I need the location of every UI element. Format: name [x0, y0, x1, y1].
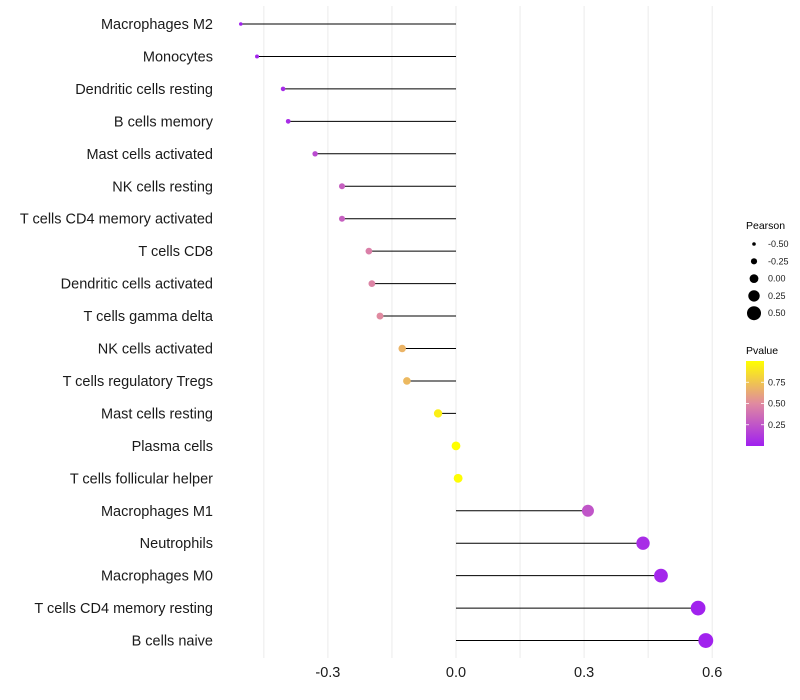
y-axis-label: Macrophages M2 [101, 17, 213, 33]
x-axis-labels: -0.3 0.0 0.3 0.6 [315, 665, 722, 681]
lollipop-point [239, 22, 243, 26]
colorbar-label: 0.50 [768, 399, 786, 409]
y-axis-label: T cells CD8 [138, 244, 213, 260]
lollipop-point [368, 280, 376, 287]
lollipop-point [453, 473, 463, 483]
lollipop-point [403, 377, 411, 385]
size-legend-label: 0.25 [768, 291, 786, 301]
lollipop-point [690, 600, 706, 616]
segments [240, 23, 706, 642]
lollipop-point [398, 344, 406, 353]
lollipop-point [376, 312, 384, 320]
size-legend-title: Pearson [746, 220, 785, 232]
colorbar-label: 0.25 [768, 420, 786, 430]
lollipop-point [636, 536, 650, 550]
y-axis-label: Macrophages M0 [101, 569, 213, 585]
lollipop-point [338, 183, 346, 190]
lollipop-point [451, 441, 461, 451]
y-axis-label: T cells regulatory Tregs [63, 374, 213, 390]
y-axis-label: T cells follicular helper [70, 471, 213, 487]
x-tick-label: 0.0 [446, 665, 466, 681]
color-legend: Pvalue 0.25 0.50 0.75 [746, 345, 786, 446]
lollipop-point [698, 633, 714, 648]
size-legend-key [748, 290, 760, 302]
size-legend-key [750, 258, 758, 265]
lollipop-point [365, 247, 373, 255]
lollipop-point [581, 504, 594, 517]
y-axis-label: T cells gamma delta [84, 309, 214, 325]
x-tick-label: -0.3 [315, 665, 340, 681]
x-tick-label: 0.3 [574, 665, 594, 681]
size-legend: Pearson -0.50 -0.25 0.00 0.25 0.50 [746, 220, 789, 321]
y-axis-label: T cells CD4 memory resting [34, 601, 213, 617]
y-axis-label: Mast cells resting [101, 406, 213, 422]
y-axis-label: Dendritic cells activated [61, 277, 213, 293]
y-axis-label: B cells memory [114, 114, 214, 130]
size-legend-key [747, 306, 761, 321]
size-legend-label: -0.25 [768, 256, 789, 266]
lollipop-point [312, 151, 318, 157]
colorbar [746, 361, 764, 446]
points [239, 22, 714, 648]
grid [263, 6, 713, 658]
y-axis-label: Dendritic cells resting [75, 82, 213, 98]
y-axis-labels: Macrophages M2 Monocytes Dendritic cells r… [20, 17, 214, 650]
size-legend-label: 0.50 [768, 308, 786, 318]
y-axis-label: Macrophages M1 [101, 504, 213, 520]
y-axis-label: Neutrophils [140, 536, 213, 552]
size-legend-key [749, 274, 759, 283]
lollipop-point [280, 86, 286, 92]
x-tick-label: 0.6 [702, 665, 722, 681]
y-axis-label: B cells naive [132, 634, 213, 650]
y-axis-label: NK cells activated [98, 342, 213, 358]
lollipop-point [654, 568, 668, 583]
lollipop-point [433, 409, 443, 418]
size-legend-key [752, 242, 756, 246]
color-legend-title: Pvalue [746, 345, 778, 357]
y-axis-label: NK cells resting [112, 179, 213, 195]
y-axis-label: Monocytes [143, 49, 213, 65]
y-axis-label: Mast cells activated [86, 147, 213, 163]
y-axis-label: Plasma cells [132, 439, 213, 455]
size-legend-label: -0.50 [768, 239, 789, 249]
lollipop-point [255, 54, 259, 59]
y-axis-label: T cells CD4 memory activated [20, 212, 213, 228]
lollipop-point [338, 215, 346, 222]
lollipop-point [285, 118, 291, 124]
size-legend-label: 0.00 [768, 274, 786, 284]
colorbar-label: 0.75 [768, 377, 786, 387]
